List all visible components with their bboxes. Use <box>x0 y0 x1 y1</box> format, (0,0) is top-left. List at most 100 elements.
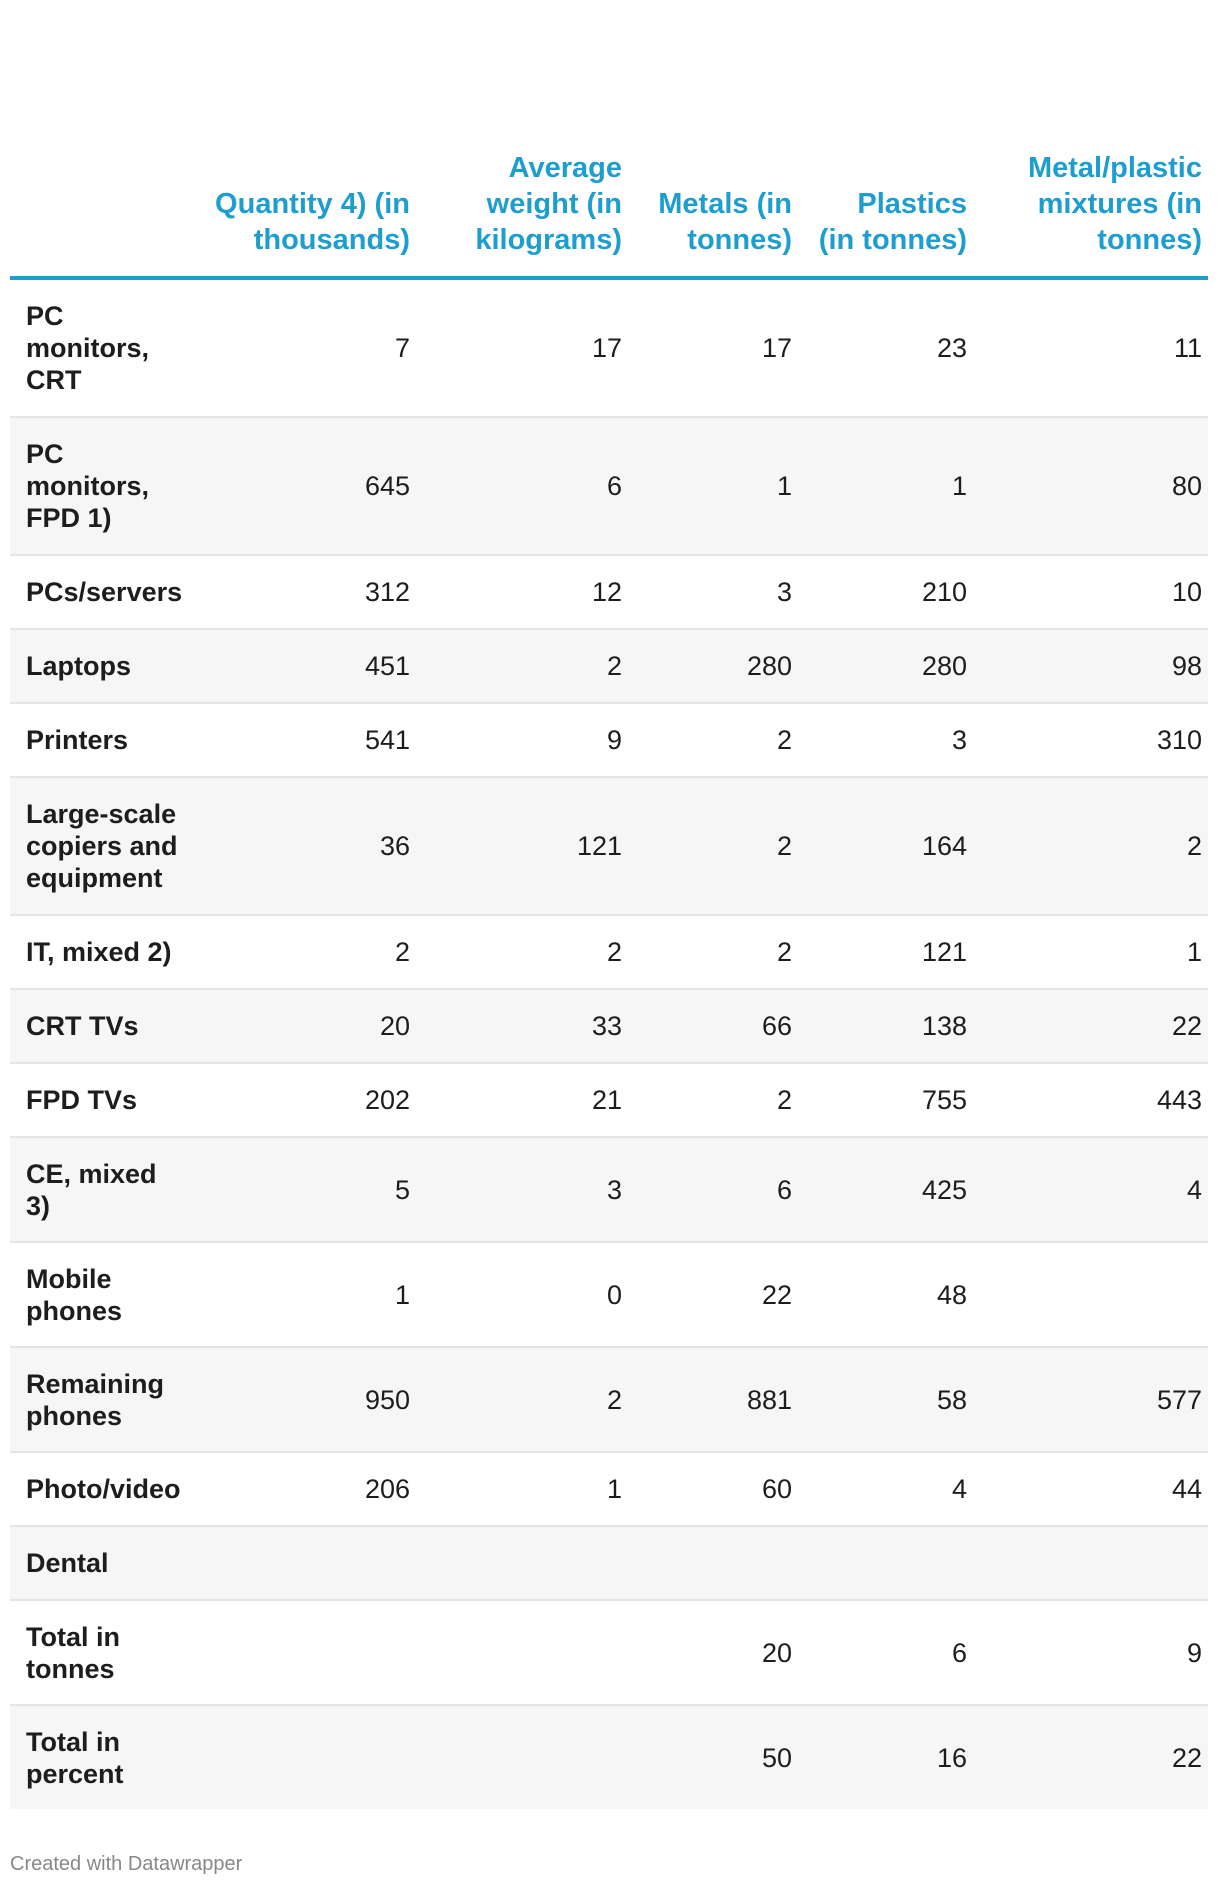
table-cell: 2 <box>422 629 634 704</box>
row-label: PCs/servers <box>10 555 188 630</box>
table-cell <box>634 1526 804 1601</box>
table-cell: 6 <box>804 1600 979 1706</box>
row-label: Mobile phones <box>10 1242 188 1348</box>
table-cell <box>422 1600 634 1706</box>
table-cell: 22 <box>634 1242 804 1348</box>
row-label: Photo/video <box>10 1452 188 1527</box>
table-cell: 1 <box>188 1242 422 1348</box>
row-label: CE, mixed 3) <box>10 1137 188 1243</box>
table-row: Printers 541 9 2 3 310 <box>10 703 1208 778</box>
table-cell: 443 <box>979 1063 1208 1138</box>
table-cell: 2 <box>422 1347 634 1453</box>
data-table-container: Quantity 4) (in thousands) Average weigh… <box>10 150 1208 1809</box>
table-cell: 577 <box>979 1347 1208 1453</box>
table-cell: 280 <box>804 629 979 704</box>
table-row: Laptops 451 2 280 280 98 <box>10 629 1208 704</box>
table-cell <box>422 1705 634 1809</box>
row-label: CRT TVs <box>10 989 188 1064</box>
table-cell: 2 <box>979 777 1208 916</box>
footer-credit: Created with Datawrapper <box>10 1853 243 1875</box>
table-cell: 312 <box>188 555 422 630</box>
table-cell: 950 <box>188 1347 422 1453</box>
table-header: Quantity 4) (in thousands) Average weigh… <box>10 150 1208 280</box>
table-cell: 9 <box>422 703 634 778</box>
table-cell: 164 <box>804 777 979 916</box>
table-cell: 451 <box>188 629 422 704</box>
table-cell: 210 <box>804 555 979 630</box>
table-row: Total in percent 50 16 22 <box>10 1705 1208 1809</box>
table-cell: 58 <box>804 1347 979 1453</box>
table-row: CRT TVs 20 33 66 138 22 <box>10 989 1208 1064</box>
table-row: Large-scale copiers and equipment 36 121 2 1… <box>10 777 1208 916</box>
table-row: Remaining phones 950 2 881 58 577 <box>10 1347 1208 1453</box>
table-row: Mobile phones 1 0 22 48 <box>10 1242 1208 1348</box>
column-header <box>10 150 188 280</box>
table-cell: 21 <box>422 1063 634 1138</box>
table-cell: 50 <box>634 1705 804 1809</box>
table-cell: 20 <box>188 989 422 1064</box>
table-cell: 4 <box>979 1137 1208 1243</box>
row-label: Dental <box>10 1526 188 1601</box>
table-cell: 0 <box>422 1242 634 1348</box>
table-cell: 206 <box>188 1452 422 1527</box>
table-cell: 80 <box>979 417 1208 556</box>
table-cell: 2 <box>634 703 804 778</box>
table-cell: 541 <box>188 703 422 778</box>
table-row: PC monitors, FPD 1) 645 6 1 1 80 <box>10 417 1208 556</box>
table-cell: 23 <box>804 278 979 418</box>
table-cell: 3 <box>422 1137 634 1243</box>
table-cell: 1 <box>979 915 1208 990</box>
table-cell: 5 <box>188 1137 422 1243</box>
table-row: CE, mixed 3) 5 3 6 425 4 <box>10 1137 1208 1243</box>
table-cell: 2 <box>188 915 422 990</box>
table-body: PC monitors, CRT 7 17 17 23 11 PC monitors, FP… <box>10 278 1208 1809</box>
table-cell: 2 <box>634 915 804 990</box>
table-row: Total in tonnes 20 6 9 <box>10 1600 1208 1706</box>
row-label: PC monitors, FPD 1) <box>10 417 188 556</box>
table-cell: 3 <box>804 703 979 778</box>
table-cell: 280 <box>634 629 804 704</box>
table-cell: 1 <box>634 417 804 556</box>
table-row: IT, mixed 2) 2 2 2 121 1 <box>10 915 1208 990</box>
row-label: Total in percent <box>10 1705 188 1809</box>
table-cell: 425 <box>804 1137 979 1243</box>
column-header: Metal/plastic mixtures (in tonnes) <box>979 150 1208 280</box>
row-label: Printers <box>10 703 188 778</box>
column-header: Average weight (in kilograms) <box>422 150 634 280</box>
table-cell: 4 <box>804 1452 979 1527</box>
table-cell: 310 <box>979 703 1208 778</box>
row-label: Total in tonnes <box>10 1600 188 1706</box>
table-cell <box>188 1600 422 1706</box>
header-row: Quantity 4) (in thousands) Average weigh… <box>10 150 1208 280</box>
table-cell: 98 <box>979 629 1208 704</box>
table-cell: 7 <box>188 278 422 418</box>
table-cell: 17 <box>422 278 634 418</box>
table-cell: 44 <box>979 1452 1208 1527</box>
table-cell: 2 <box>634 777 804 916</box>
column-header: Metals (in tonnes) <box>634 150 804 280</box>
table-cell <box>979 1242 1208 1348</box>
table-cell: 2 <box>422 915 634 990</box>
table-cell: 202 <box>188 1063 422 1138</box>
table-cell: 33 <box>422 989 634 1064</box>
table-cell: 645 <box>188 417 422 556</box>
table-cell: 17 <box>634 278 804 418</box>
table-cell: 36 <box>188 777 422 916</box>
table-cell: 6 <box>422 417 634 556</box>
table-cell: 881 <box>634 1347 804 1453</box>
row-label: Remaining phones <box>10 1347 188 1453</box>
table-cell <box>188 1526 422 1601</box>
row-label: FPD TVs <box>10 1063 188 1138</box>
table-cell: 11 <box>979 278 1208 418</box>
table-cell: 138 <box>804 989 979 1064</box>
table-cell: 3 <box>634 555 804 630</box>
table-cell: 10 <box>979 555 1208 630</box>
table-row: FPD TVs 202 21 2 755 443 <box>10 1063 1208 1138</box>
table-cell: 22 <box>979 1705 1208 1809</box>
table-cell <box>804 1526 979 1601</box>
row-label: IT, mixed 2) <box>10 915 188 990</box>
row-label: Large-scale copiers and equipment <box>10 777 188 916</box>
table-cell <box>979 1526 1208 1601</box>
table-cell: 48 <box>804 1242 979 1348</box>
table-cell: 16 <box>804 1705 979 1809</box>
